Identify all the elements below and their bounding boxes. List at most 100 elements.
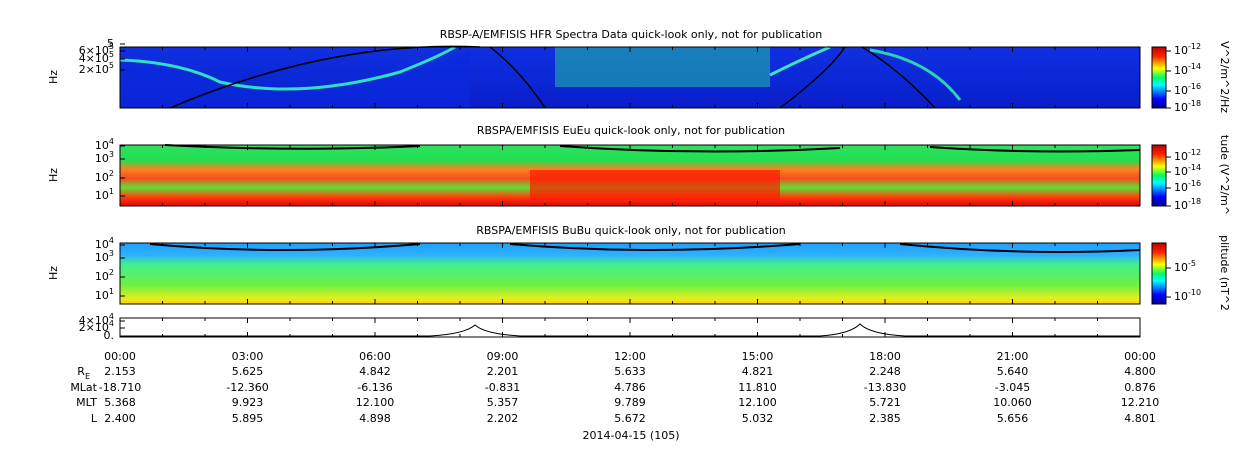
tick-exponent: 5	[109, 61, 114, 70]
tick-base: 10	[95, 251, 109, 264]
tick-base: 10	[1174, 290, 1188, 303]
tick-exponent: -12	[1188, 42, 1201, 51]
ephemeris-value: 5.895	[232, 412, 264, 425]
tick-base: 10	[95, 270, 109, 283]
ephemeris-value: -12.360	[226, 381, 268, 394]
ephemeris-value: 4.800	[1124, 365, 1156, 378]
ephemeris-value: -0.831	[485, 381, 520, 394]
tick-base: 10	[95, 189, 109, 202]
x-tick-label: 12:00	[614, 350, 646, 363]
tick-exponent: 5	[109, 50, 114, 59]
ephemeris-value: 12.100	[738, 396, 777, 409]
y-tick-label: 104	[95, 236, 114, 252]
y-tick-label: 101	[95, 187, 114, 203]
y-tick-label: 4×104	[79, 312, 114, 328]
tick-base: 10	[1174, 199, 1188, 212]
colorbar-tick-label: 10-14	[1174, 163, 1201, 179]
colorbar-tick-label: 10-16	[1174, 179, 1201, 195]
ephemeris-value: 5.633	[614, 365, 646, 378]
tick-base: 4×10	[79, 52, 109, 65]
ephemeris-value: 11.810	[738, 381, 777, 394]
ephemeris-subscript: E	[85, 372, 90, 381]
tick-base: 10	[1174, 101, 1188, 114]
ephemeris-value: -3.045	[995, 381, 1030, 394]
ephemeris-value: 5.357	[487, 396, 519, 409]
y-tick-label: 102	[95, 169, 114, 185]
tick-exponent: 4	[109, 312, 114, 321]
tick-base: 2×10	[79, 321, 109, 334]
tick-base: 10	[1174, 64, 1188, 77]
ephemeris-value: 0.876	[1124, 381, 1156, 394]
ephemeris-value: 5.640	[997, 365, 1029, 378]
colorbar	[1151, 144, 1167, 207]
ephemeris-value: 12.100	[356, 396, 395, 409]
tick-base: 2×10	[79, 63, 109, 76]
tick-exponent: 1	[109, 287, 114, 296]
tick-exponent: -16	[1188, 82, 1201, 91]
colorbar-label: V^2/m^2/Hz	[1218, 41, 1231, 113]
tick-exponent: -16	[1188, 179, 1201, 188]
spectral-band	[769, 45, 831, 77]
tick-base: 10	[1174, 165, 1188, 178]
y-tick-label: 103	[95, 249, 114, 265]
tick-base: 10	[95, 152, 109, 165]
ephemeris-label: L	[91, 412, 98, 425]
colorbar-tick-label: 10-14	[1174, 62, 1201, 78]
ephemeris-value: 2.400	[104, 412, 136, 425]
tick-exponent: -12	[1188, 148, 1201, 157]
colorbar-label: tude (V^2/m^	[1218, 135, 1231, 215]
ephemeris-value: 5.672	[614, 412, 646, 425]
ephemeris-value: -13.830	[864, 381, 906, 394]
ephemeris-name: MLT	[76, 396, 97, 409]
y-tick-label: 102	[95, 268, 114, 284]
ephemeris-value: 5.656	[997, 412, 1029, 425]
tick-base: 10	[1174, 150, 1188, 163]
spectral-band	[869, 48, 962, 101]
y-tick-label: 101	[95, 287, 114, 303]
ephemeris-value: 4.842	[359, 365, 391, 378]
ephemeris-value: 2.202	[487, 412, 519, 425]
tick-exponent: -18	[1188, 99, 1201, 108]
spectral-band	[530, 170, 780, 200]
tick-base: 0.	[104, 329, 115, 342]
x-tick-label: 15:00	[742, 350, 774, 363]
panel-title: RBSPA/EMFISIS EuEu quick-look only, not …	[477, 124, 785, 137]
x-tick-label: 18:00	[869, 350, 901, 363]
tick-base: 10	[1174, 181, 1188, 194]
tick-base: 10	[1174, 84, 1188, 97]
x-tick-label: 21:00	[997, 350, 1029, 363]
cyclotron-curve	[169, 45, 936, 109]
tick-exponent: 4	[109, 236, 114, 245]
cyclotron-curve	[164, 144, 1141, 153]
ephemeris-value: 9.789	[614, 396, 646, 409]
x-tick-label: 00:00	[1124, 350, 1156, 363]
date-label: 2014-04-15 (105)	[582, 429, 679, 442]
ephemeris-value: 10.060	[993, 396, 1032, 409]
tick-exponent: -14	[1188, 163, 1201, 172]
colorbar	[1151, 46, 1167, 109]
colorbar-tick-label: 10-18	[1174, 99, 1201, 115]
ephemeris-value: 2.385	[869, 412, 901, 425]
ephemeris-name: L	[91, 412, 98, 425]
ephemeris-name: R	[77, 365, 85, 378]
tick-base: 5	[107, 37, 114, 50]
colorbar-tick-label: 10-16	[1174, 82, 1201, 98]
y-tick-label: 104	[95, 137, 114, 153]
ephemeris-value: 12.210	[1121, 396, 1160, 409]
x-tick-label: 03:00	[232, 350, 264, 363]
ephemeris-value: 2.248	[869, 365, 901, 378]
y-axis-label: Hz	[47, 266, 60, 280]
y-axis-label: Hz	[47, 70, 60, 84]
colorbar-tick-label: 10-12	[1174, 148, 1201, 164]
spectrogram-bubu	[120, 243, 1140, 304]
spectral-band	[555, 47, 770, 87]
ephemeris-value: 5.721	[869, 396, 901, 409]
tick-base: 10	[1174, 261, 1188, 274]
ephemeris-label: MLat	[70, 381, 97, 394]
tick-base: 10	[95, 289, 109, 302]
colorbar-label: plitude (nT^2	[1218, 235, 1231, 311]
ephemeris-value: 4.898	[359, 412, 391, 425]
ephemeris-value: -6.136	[357, 381, 392, 394]
tick-base: 6×10	[79, 44, 109, 57]
